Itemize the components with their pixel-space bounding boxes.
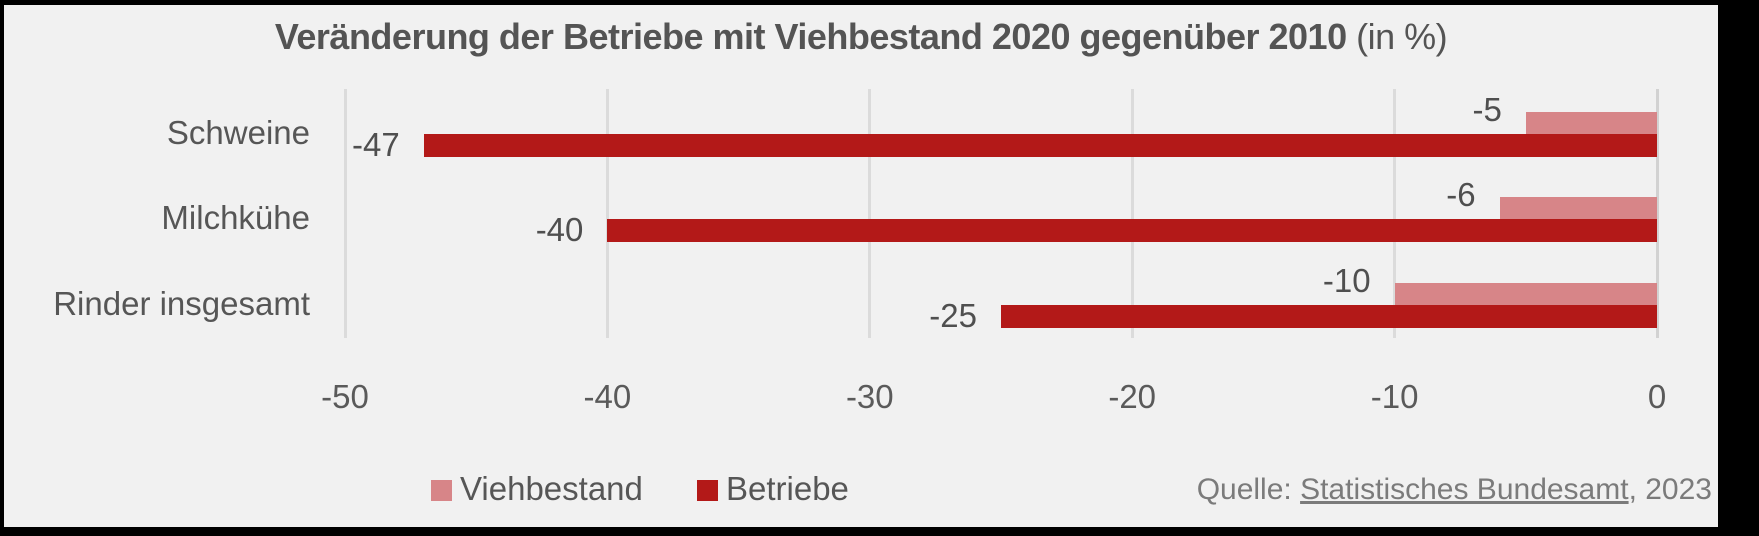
x-tick-label-0: 0 — [1647, 378, 1667, 415]
legend-swatch-viehbestand-icon — [431, 480, 452, 501]
legend-label-viehbestand: Viehbestand — [460, 470, 643, 507]
bar-viehbestand-0 — [1525, 112, 1657, 134]
gridline--40 — [605, 89, 609, 338]
bar-betriebe-0 — [423, 134, 1657, 157]
source-suffix: , 2023 — [1628, 473, 1712, 506]
x-tick-label--30: -30 — [845, 378, 894, 415]
legend-item-viehbestand: Viehbestand — [431, 472, 643, 506]
x-tick-label--10: -10 — [1370, 378, 1419, 415]
bar-value-label-betriebe-2: -25 — [929, 297, 977, 334]
category-label-0: Schweine — [166, 114, 310, 151]
category-label-1: Milchkühe — [161, 199, 310, 236]
x-tick-label--40: -40 — [583, 378, 632, 415]
bar-value-label-viehbestand-2: -10 — [1322, 262, 1371, 299]
x-tick-label--20: -20 — [1108, 378, 1157, 415]
bar-betriebe-2 — [1001, 305, 1657, 328]
bar-viehbestand-2 — [1394, 283, 1657, 305]
x-tick-label--50: -50 — [321, 378, 369, 415]
source-link[interactable]: Statistisches Bundesamt — [1300, 473, 1629, 506]
chart-title-suffix: (in %) — [1346, 16, 1448, 57]
bar-value-label-viehbestand-1: -6 — [1446, 176, 1476, 213]
chart-title: Veränderung der Betriebe mit Viehbestand… — [4, 16, 1718, 58]
legend-item-betriebe: Betriebe — [697, 472, 849, 506]
gridline-0 — [1655, 89, 1659, 338]
category-label-2: Rinder insgesamt — [53, 285, 310, 322]
bar-betriebe-1 — [607, 219, 1657, 242]
chart-background — [4, 5, 1718, 527]
bar-value-label-betriebe-1: -40 — [535, 211, 584, 248]
source-prefix: Quelle: — [1196, 473, 1301, 506]
bar-value-label-viehbestand-0: -5 — [1472, 91, 1502, 128]
gridline--20 — [1130, 89, 1134, 338]
gridline--50 — [343, 89, 347, 338]
legend-label-betriebe: Betriebe — [726, 470, 849, 507]
legend-swatch-betriebe-icon — [697, 480, 718, 501]
bar-viehbestand-1 — [1499, 197, 1657, 219]
source-line: Quelle: Statistisches Bundesamt, 2023 — [1197, 474, 1712, 506]
bar-value-label-betriebe-0: -47 — [352, 126, 400, 163]
gridline--30 — [868, 89, 872, 338]
chart-title-main: Veränderung der Betriebe mit Viehbestand… — [274, 16, 1347, 57]
gridline--10 — [1393, 89, 1397, 338]
